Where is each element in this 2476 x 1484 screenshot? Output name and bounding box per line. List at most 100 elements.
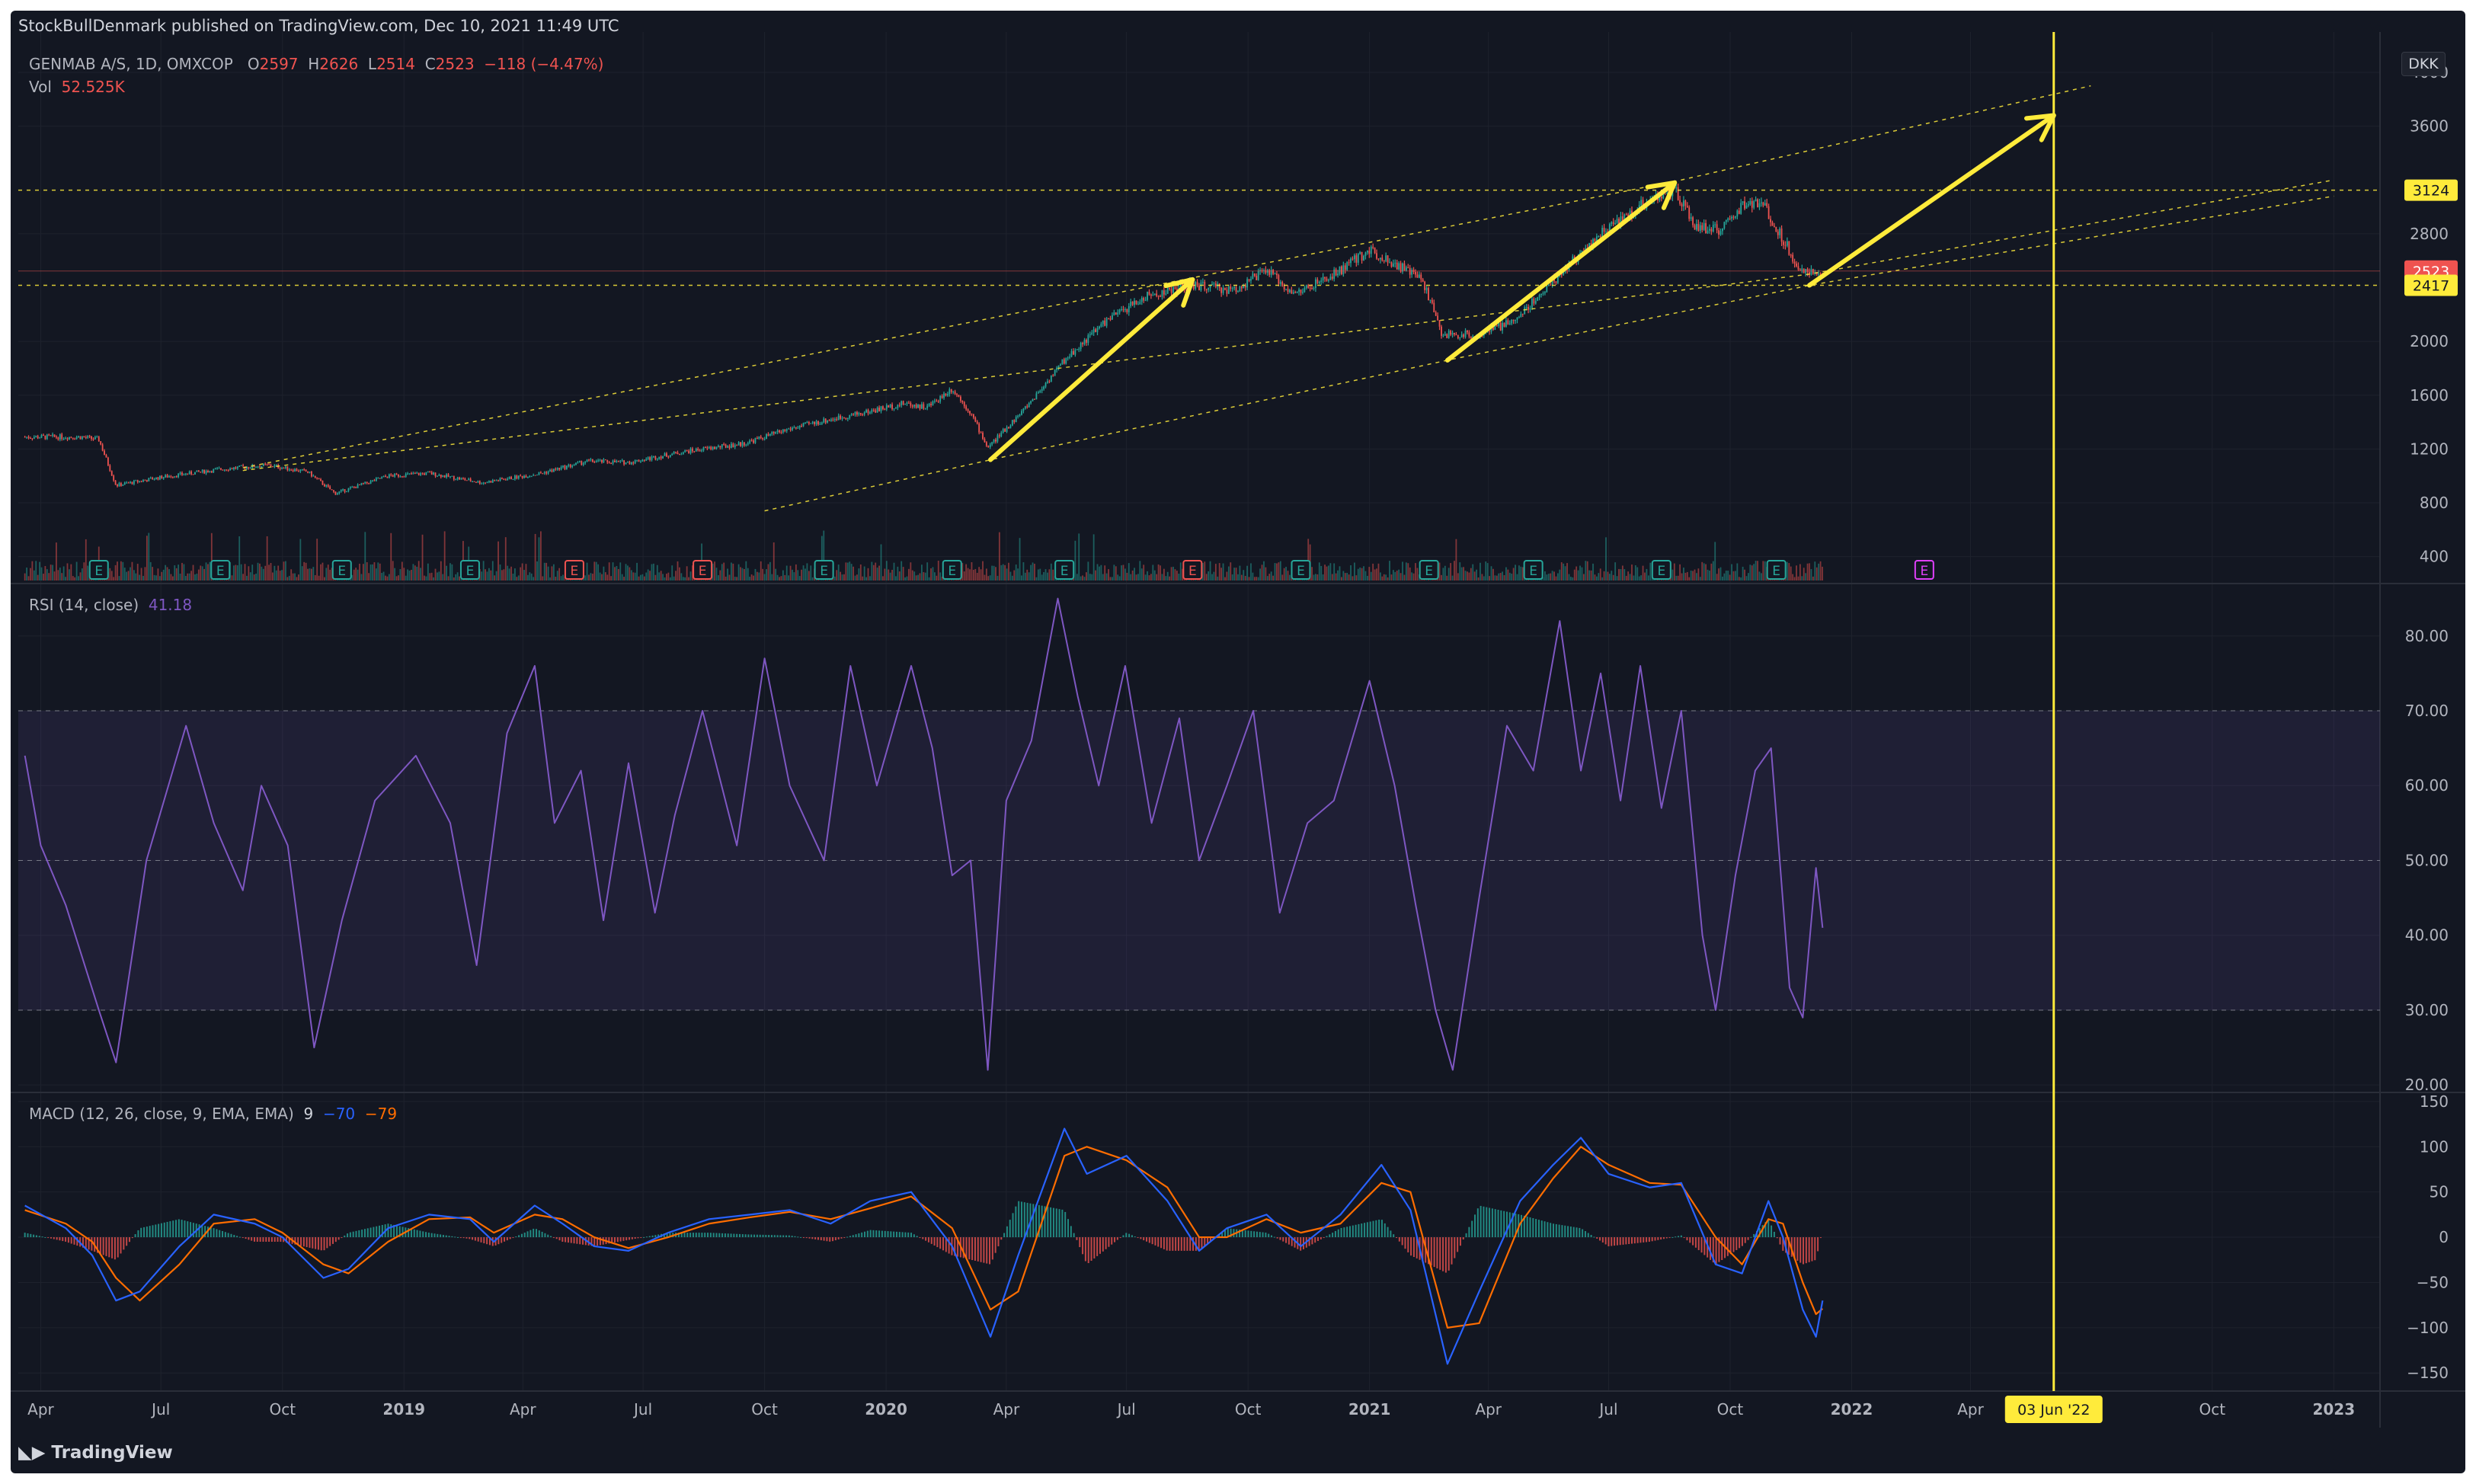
candle-body xyxy=(1013,420,1016,423)
trend-arrow[interactable] xyxy=(1444,180,1678,363)
earnings-marker[interactable] xyxy=(88,560,109,580)
candle-body xyxy=(875,410,877,413)
trend-arrow[interactable] xyxy=(1807,113,2056,288)
candle-body xyxy=(1529,308,1531,310)
lower-trend-line[interactable] xyxy=(764,195,2334,512)
candle-body xyxy=(312,475,315,477)
rsi-label[interactable]: RSI (14, close) xyxy=(29,596,139,614)
candle-body xyxy=(821,422,823,424)
volume-bar xyxy=(1316,574,1319,580)
volume-bar xyxy=(61,573,63,580)
earnings-marker[interactable] xyxy=(1914,560,1934,580)
rsi-line[interactable] xyxy=(24,597,1824,1071)
volume-bar xyxy=(1683,568,1684,580)
volume-bar xyxy=(1226,571,1228,580)
macd-histogram-bar xyxy=(736,1233,738,1238)
volume-bar xyxy=(136,564,139,580)
earnings-marker[interactable] xyxy=(693,560,713,580)
volume-bar xyxy=(849,561,851,580)
macd-histogram-bar xyxy=(1444,1237,1447,1273)
earnings-marker[interactable] xyxy=(814,560,834,580)
candle-body xyxy=(862,414,864,416)
candle-body xyxy=(1289,289,1291,293)
candle-body xyxy=(75,437,78,440)
macd-histogram-bar xyxy=(579,1237,581,1245)
candle-body xyxy=(1174,286,1176,289)
volume-bar xyxy=(749,576,751,580)
volume-bar xyxy=(862,576,864,580)
candle-body xyxy=(1304,287,1306,293)
candle-body xyxy=(434,472,437,477)
earnings-marker[interactable] xyxy=(1419,560,1439,580)
currency-button[interactable]: DKK xyxy=(2401,52,2446,76)
macd-histogram-bar xyxy=(50,1237,52,1239)
macd-legend: MACD (12, 26, close, 9, EMA, EMA) 9 −70 … xyxy=(29,1105,397,1123)
macd-label[interactable]: MACD (12, 26, close, 9, EMA, EMA) xyxy=(29,1105,294,1123)
price-tag-3124[interactable] xyxy=(2404,179,2458,201)
candle-body xyxy=(399,476,401,478)
volume-bar xyxy=(1631,564,1633,580)
chart-frame: StockBullDenmark published on TradingVie… xyxy=(11,11,2465,1473)
macd-histogram-bar xyxy=(1619,1237,1621,1246)
volume-bar xyxy=(453,577,455,580)
earnings-marker[interactable] xyxy=(564,560,584,580)
volume-bar xyxy=(1719,567,1722,580)
macd-histogram-bar xyxy=(1227,1228,1229,1238)
volume-bar xyxy=(174,565,176,580)
channel-line[interactable] xyxy=(242,179,2334,472)
earnings-marker[interactable] xyxy=(331,560,352,580)
volume-bar xyxy=(427,563,429,580)
earnings-marker[interactable] xyxy=(1054,560,1075,580)
earnings-marker[interactable] xyxy=(210,560,231,580)
earnings-marker[interactable] xyxy=(1651,560,1671,580)
candle-body xyxy=(830,419,832,421)
earnings-marker[interactable] xyxy=(459,560,480,580)
earnings-marker[interactable] xyxy=(1291,560,1311,580)
macd-signal-line[interactable] xyxy=(24,1146,1824,1329)
macd-histogram-bar xyxy=(643,1236,645,1238)
volume-bar xyxy=(750,574,753,580)
candle-body xyxy=(1363,255,1364,261)
vertical-line-date-tag[interactable] xyxy=(2004,1396,2103,1423)
candle-body xyxy=(184,473,187,475)
earnings-marker[interactable] xyxy=(1523,560,1544,580)
volume-bar xyxy=(588,574,590,580)
candle-body xyxy=(155,477,157,480)
volume-bar xyxy=(792,569,793,580)
price-tag-2417[interactable] xyxy=(2404,274,2458,296)
trend-arrow[interactable] xyxy=(988,277,1195,462)
volume-bar xyxy=(525,564,527,580)
volume-bar xyxy=(1143,564,1145,580)
earnings-marker-letter: E xyxy=(216,564,225,579)
candle-body xyxy=(1780,228,1783,242)
volume-bar xyxy=(736,577,738,580)
candle-body xyxy=(1011,420,1013,426)
candle-body xyxy=(1070,350,1073,357)
volume-bar xyxy=(437,572,438,580)
earnings-marker[interactable] xyxy=(1182,560,1203,580)
volume-bar xyxy=(1214,564,1217,580)
candle-body xyxy=(190,471,193,475)
macd-line[interactable] xyxy=(24,1127,1824,1365)
volume-bar xyxy=(788,575,790,580)
earnings-marker[interactable] xyxy=(942,560,962,580)
candle-body xyxy=(827,420,829,423)
volume-bar xyxy=(1594,574,1596,580)
chart-canvas[interactable]: E E E E E E E E E E E E E E E E400800120016002000280036… xyxy=(11,11,2465,1473)
candle-body xyxy=(1398,263,1400,270)
candle-body xyxy=(1379,257,1381,260)
volume-bar xyxy=(1489,576,1490,580)
tradingview-logo[interactable]: ◣▶ TradingView xyxy=(18,1443,173,1463)
channel-line[interactable] xyxy=(242,85,2091,469)
symbol-label[interactable]: GENMAB A/S, 1D, OMXCOP xyxy=(29,55,233,73)
candle-body xyxy=(455,479,457,481)
volume-bar xyxy=(1366,575,1368,580)
macd-histogram-bar xyxy=(213,1228,215,1238)
candle-body xyxy=(201,469,203,472)
volume-bar xyxy=(530,573,533,580)
volume-bar xyxy=(1268,574,1271,580)
earnings-marker[interactable] xyxy=(1766,560,1787,580)
volume-bar xyxy=(373,562,376,580)
candle-body xyxy=(281,468,283,469)
volume-bar xyxy=(858,568,860,580)
